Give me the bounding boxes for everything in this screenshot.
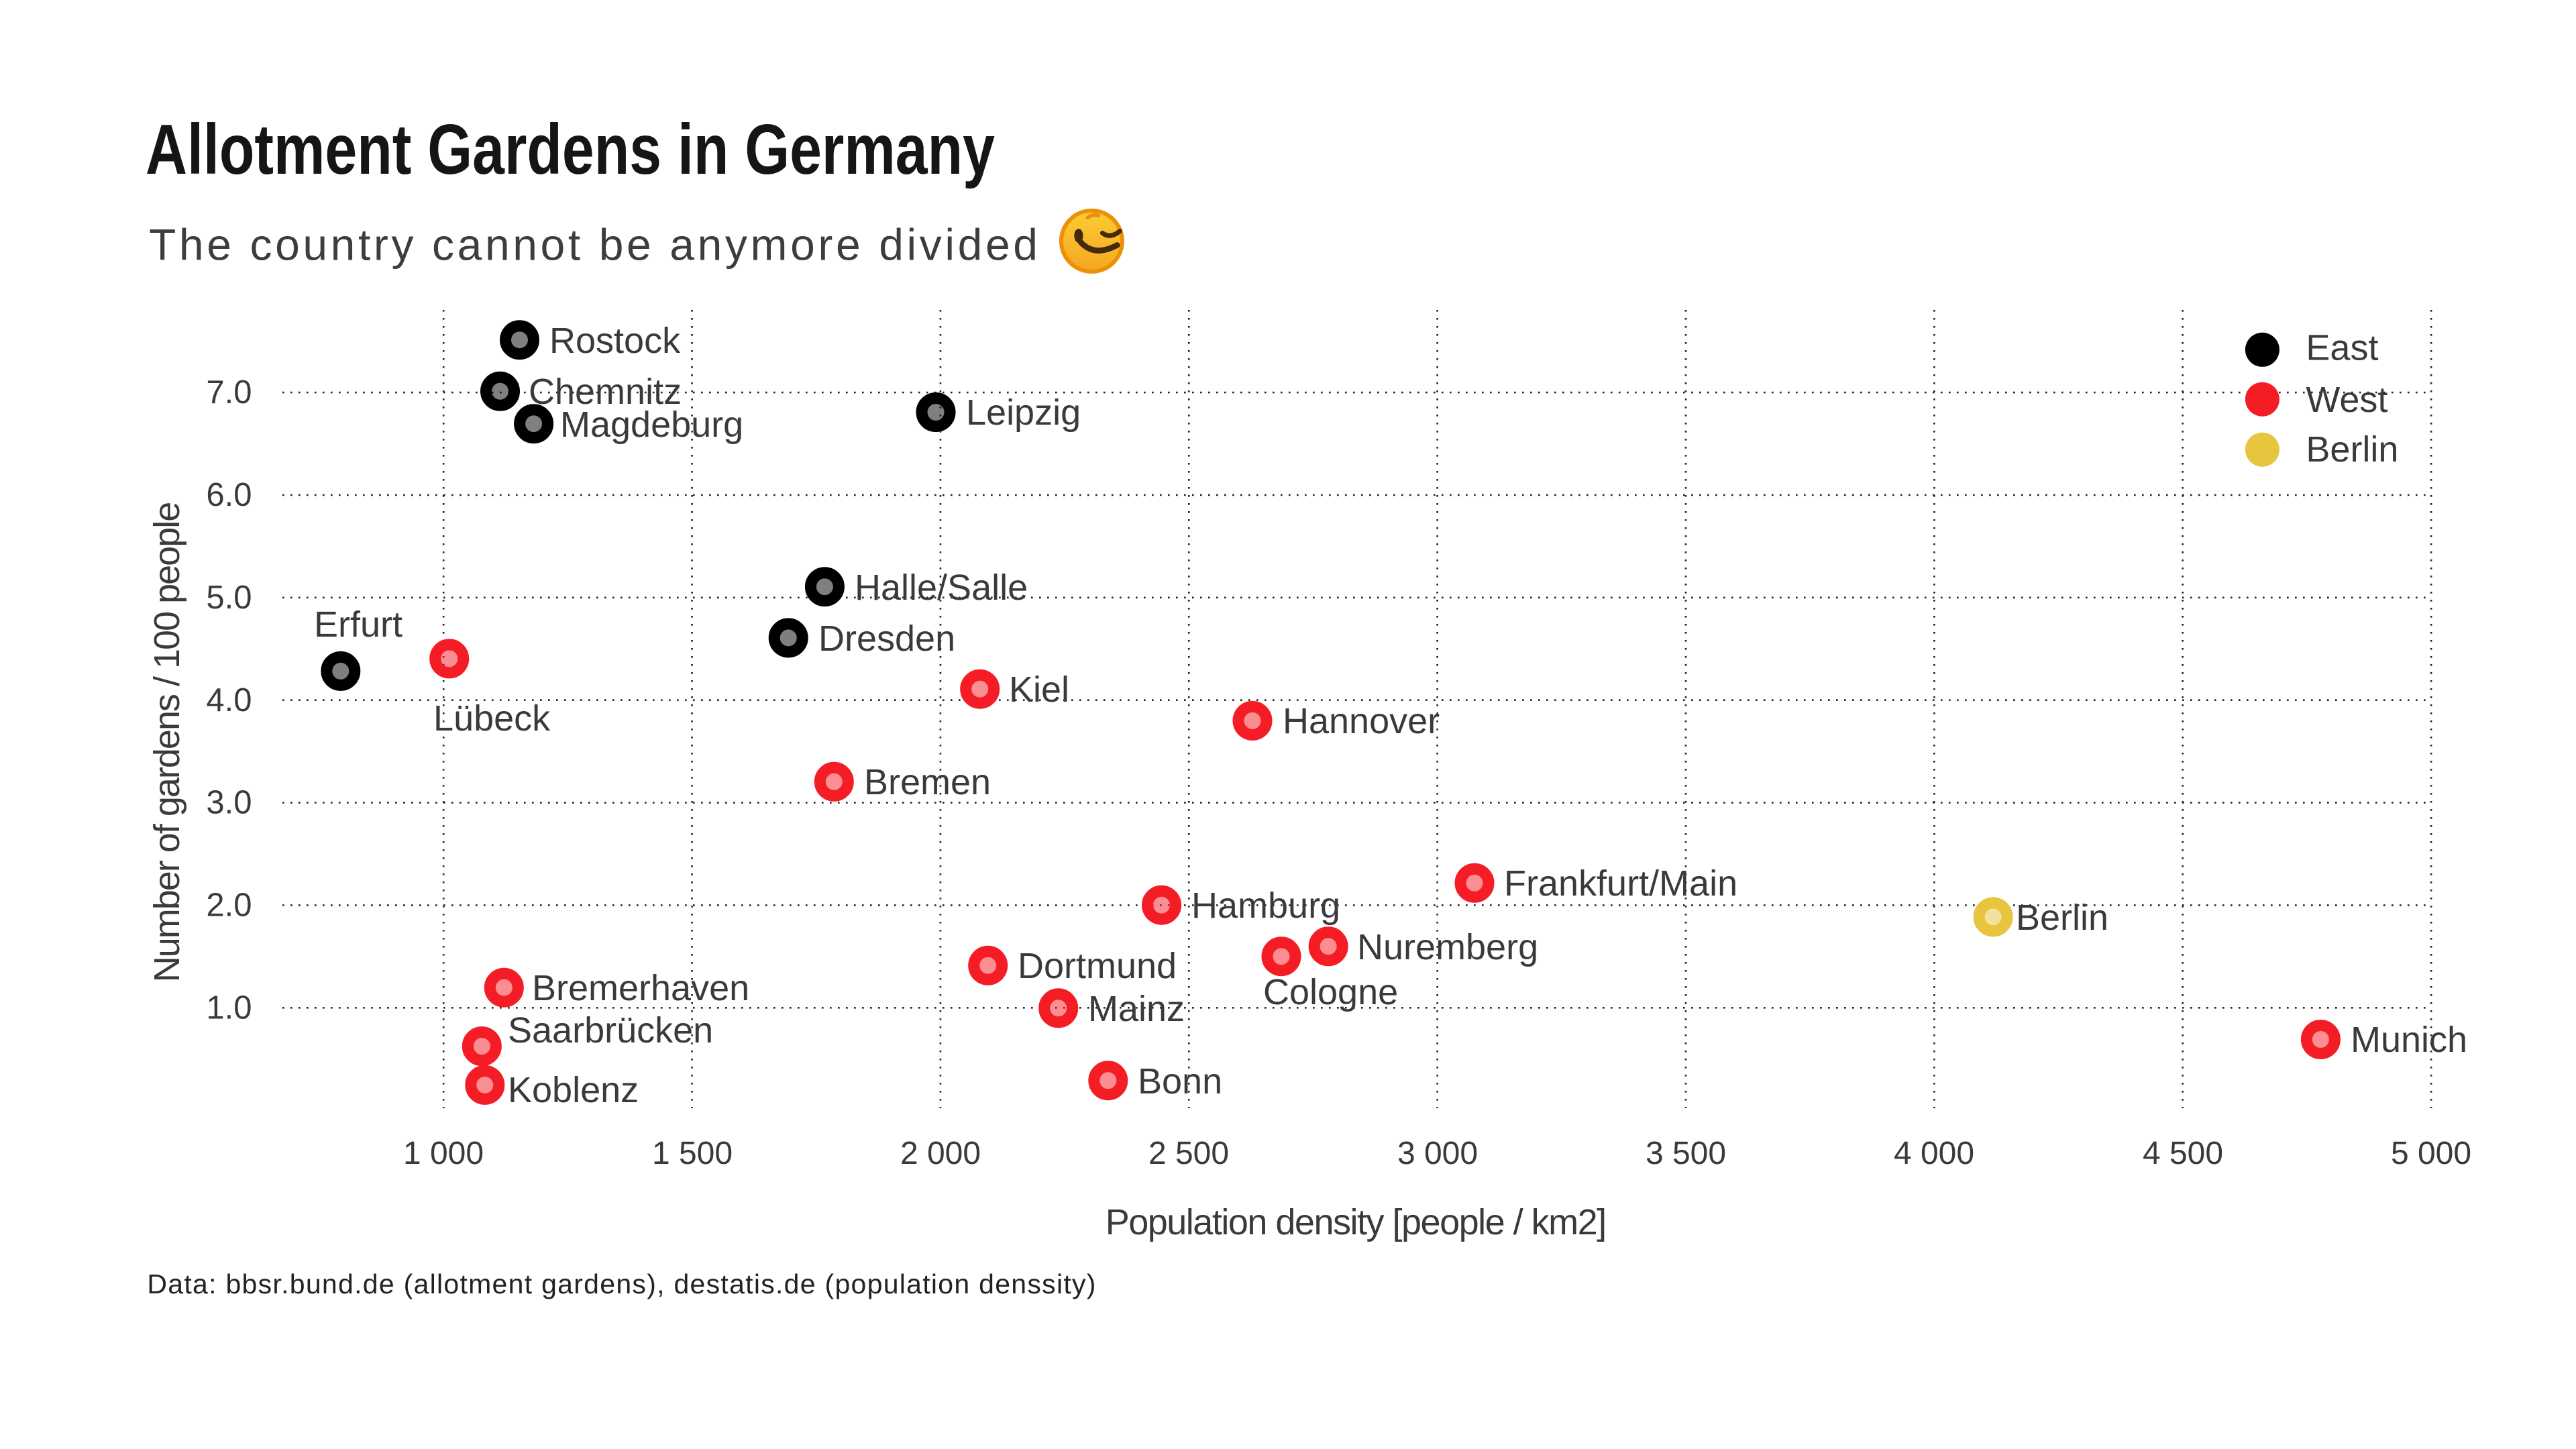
svg-text:Allotment Gardens in Germany: Allotment Gardens in Germany <box>146 111 995 190</box>
svg-text:Mainz: Mainz <box>1088 989 1185 1029</box>
svg-text:The country cannot be anymore: The country cannot be anymore divided <box>149 220 1041 270</box>
svg-text:4 500: 4 500 <box>2143 1136 2223 1171</box>
svg-text:1 500: 1 500 <box>652 1136 733 1171</box>
svg-text:Chemnitz: Chemnitz <box>529 372 682 412</box>
svg-text:2 000: 2 000 <box>900 1136 981 1171</box>
svg-text:Hannover: Hannover <box>1283 701 1440 741</box>
svg-text:Number of gardens / 100 people: Number of gardens / 100 people <box>147 503 187 983</box>
svg-text:Bonn: Bonn <box>1138 1061 1222 1102</box>
svg-text:Dortmund: Dortmund <box>1018 946 1177 986</box>
svg-text:East: East <box>2306 327 2378 368</box>
svg-text:3 000: 3 000 <box>1397 1136 1478 1171</box>
svg-text:Lübeck: Lübeck <box>433 698 551 739</box>
svg-text:Rostock: Rostock <box>549 321 681 361</box>
svg-text:Berlin: Berlin <box>2306 429 2398 470</box>
svg-text:2 500: 2 500 <box>1148 1136 1229 1171</box>
svg-text:Munich: Munich <box>2351 1020 2467 1060</box>
svg-text:West: West <box>2306 380 2387 420</box>
svg-text:Bremen: Bremen <box>864 762 991 802</box>
svg-text:Leipzig: Leipzig <box>966 392 1081 433</box>
svg-text:7.0: 7.0 <box>206 374 252 411</box>
svg-text:Saarbrücken: Saarbrücken <box>508 1010 713 1051</box>
svg-text:5 000: 5 000 <box>2391 1136 2471 1171</box>
svg-text:6.0: 6.0 <box>206 477 252 513</box>
svg-text:2.0: 2.0 <box>206 888 252 924</box>
svg-text:4 000: 4 000 <box>1894 1136 1974 1171</box>
svg-text:3 500: 3 500 <box>1646 1136 1726 1171</box>
svg-text:Erfurt: Erfurt <box>314 604 402 645</box>
svg-text:1 000: 1 000 <box>403 1136 484 1171</box>
svg-text:Koblenz: Koblenz <box>508 1070 639 1110</box>
svg-text:Cologne: Cologne <box>1263 972 1398 1012</box>
svg-text:Frankfurt/Main: Frankfurt/Main <box>1504 863 1737 904</box>
svg-text:Bremerhaven: Bremerhaven <box>532 968 749 1008</box>
svg-text:1.0: 1.0 <box>206 990 252 1026</box>
svg-text:3.0: 3.0 <box>206 785 252 821</box>
svg-text:Hamburg: Hamburg <box>1191 885 1340 926</box>
svg-text:Kiel: Kiel <box>1009 669 1069 710</box>
svg-text:Dresden: Dresden <box>818 619 955 659</box>
svg-text:Population density [people / k: Population density [people / km2] <box>1106 1202 1606 1242</box>
svg-text:4.0: 4.0 <box>206 682 252 718</box>
svg-text:Nuremberg: Nuremberg <box>1357 927 1538 967</box>
svg-text:Magdeburg: Magdeburg <box>560 405 743 445</box>
svg-text:Data: bbsr.bund.de (allotment: Data: bbsr.bund.de (allotment gardens), … <box>147 1269 1096 1299</box>
svg-text:Berlin: Berlin <box>2016 898 2108 938</box>
svg-text:Halle/Salle: Halle/Salle <box>855 568 1028 608</box>
svg-text:5.0: 5.0 <box>206 580 252 616</box>
